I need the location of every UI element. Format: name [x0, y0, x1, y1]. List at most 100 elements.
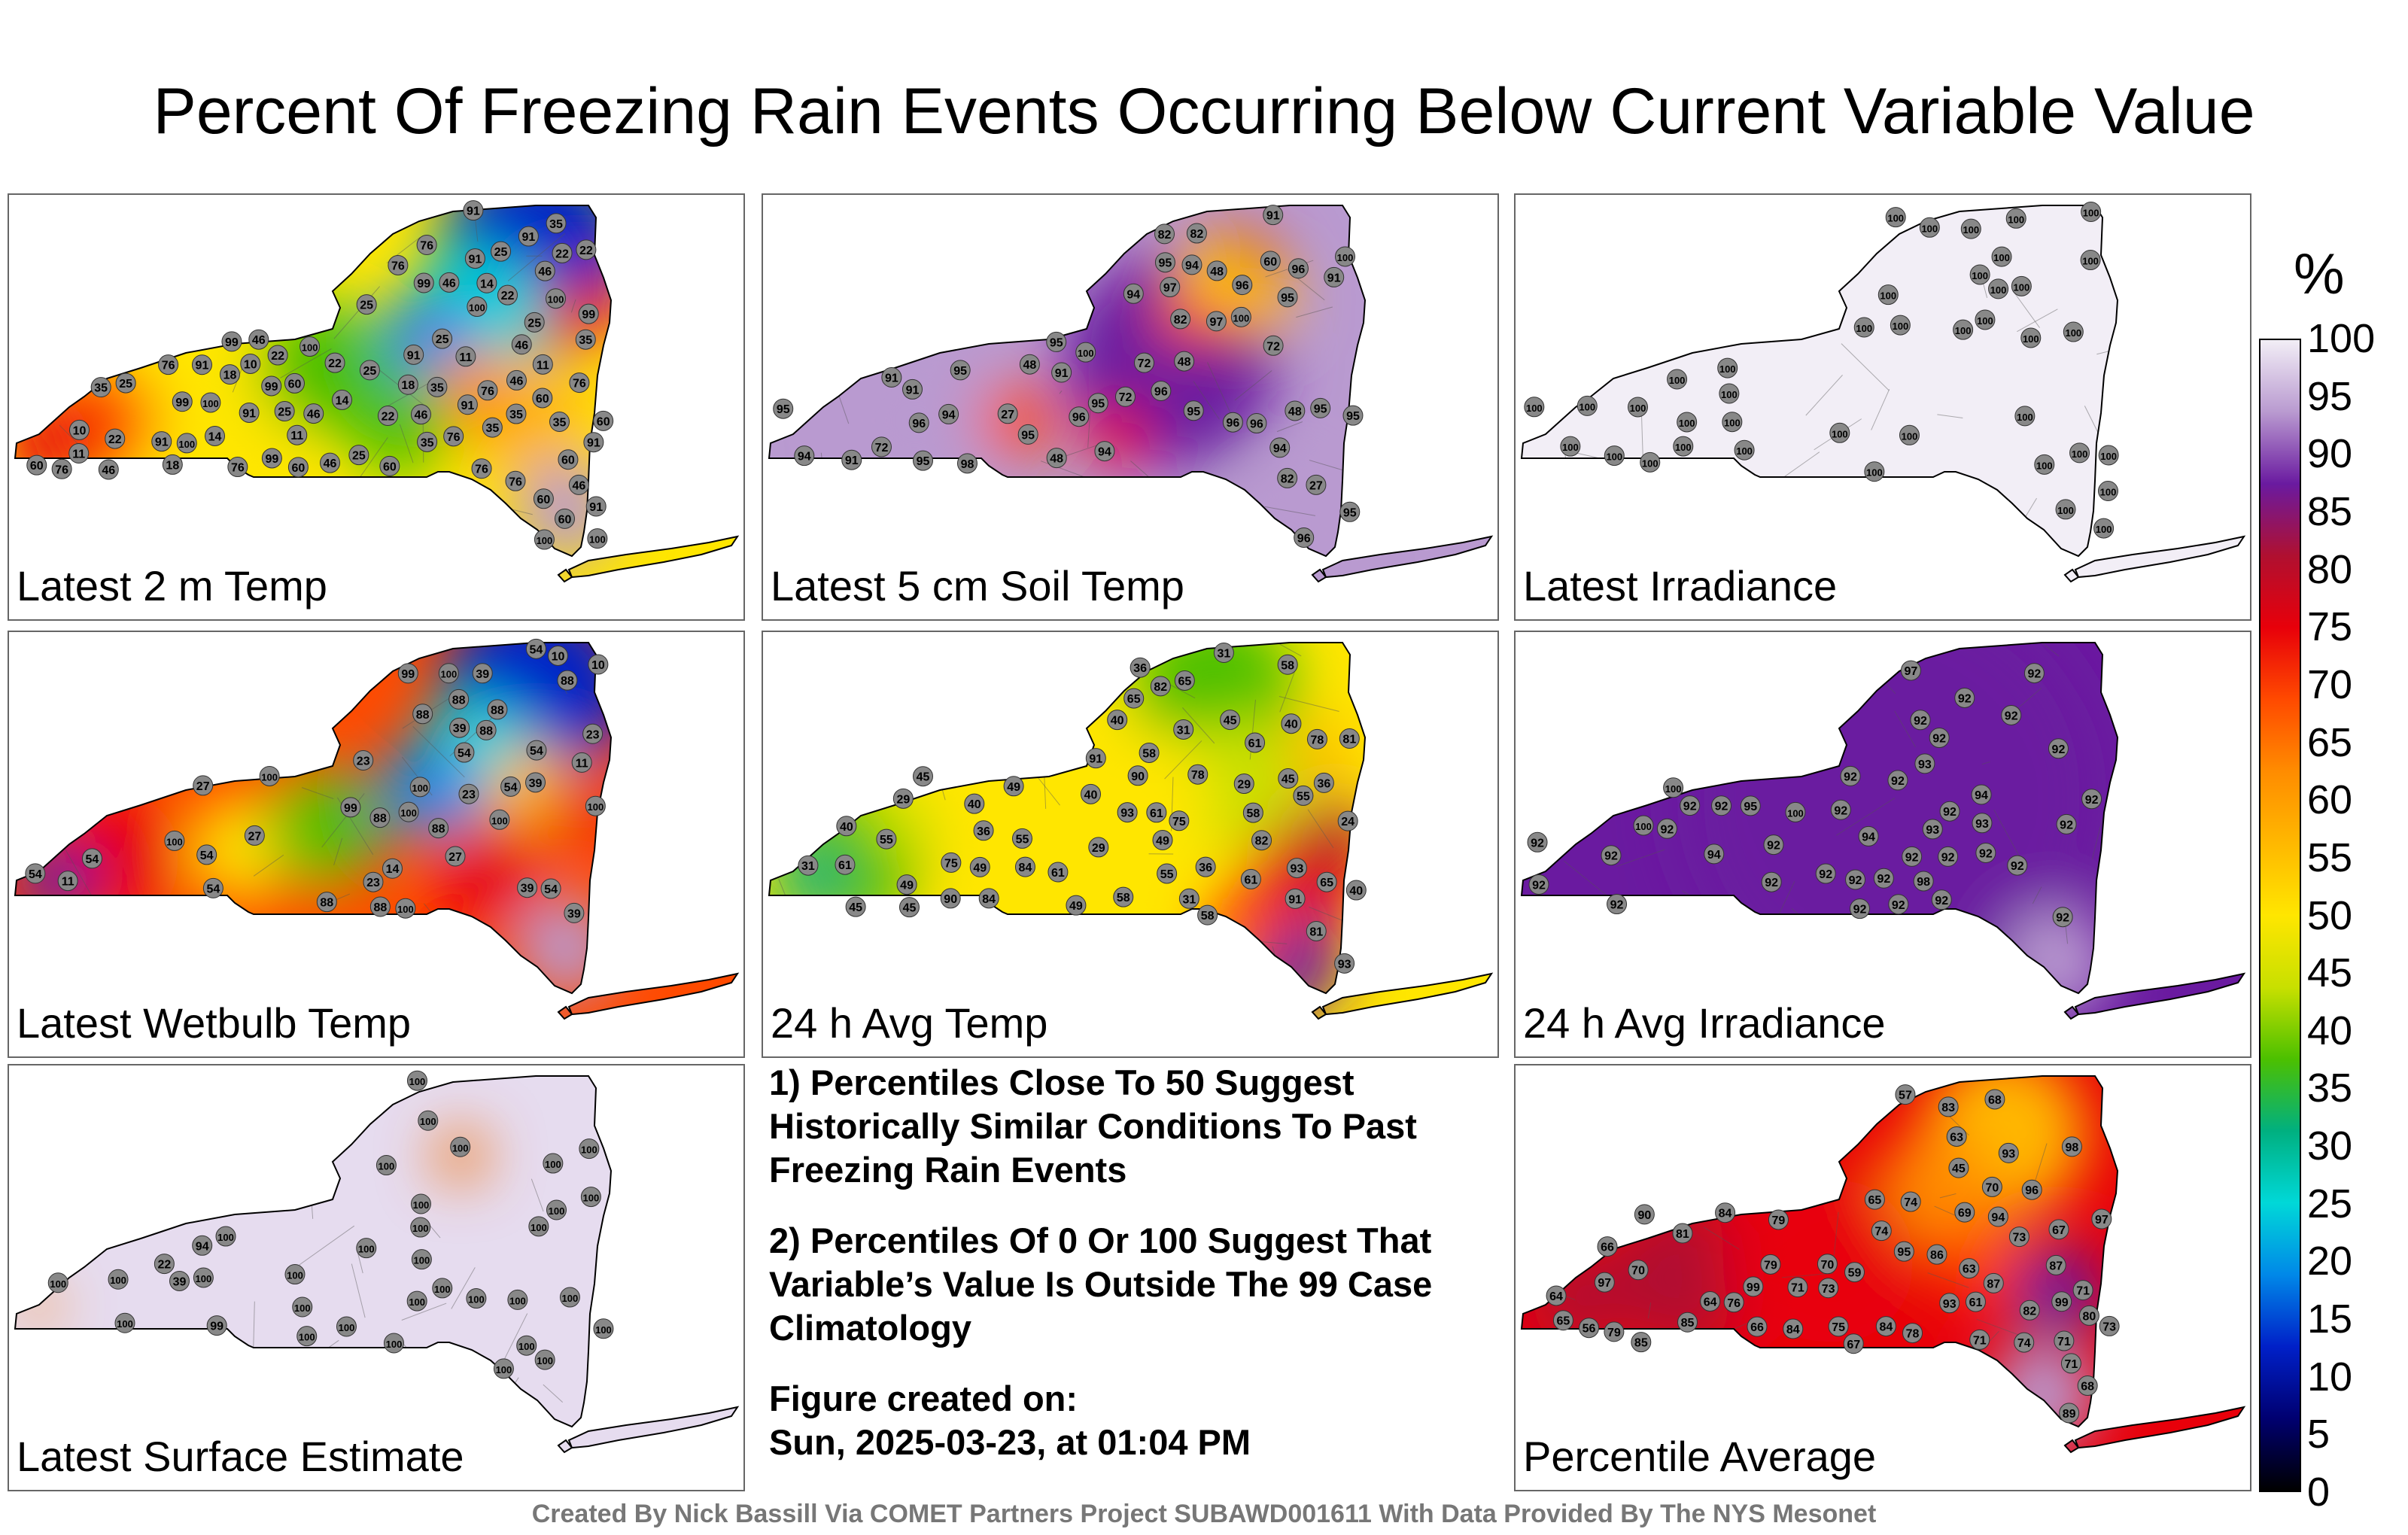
- state-outline: [567, 972, 740, 1016]
- station-value: 65: [1320, 877, 1333, 889]
- station-dot: [1152, 829, 1173, 850]
- station-dot: [546, 213, 567, 234]
- station-dot: [410, 1193, 431, 1214]
- station-dot: [841, 449, 862, 470]
- station-dot: [534, 529, 555, 550]
- station-dot: [1864, 461, 1885, 482]
- station-value: 49: [900, 880, 914, 892]
- station-value: 92: [1844, 771, 1857, 783]
- station-dot: [978, 888, 999, 909]
- station-dot: [388, 254, 409, 275]
- station-value: 98: [2066, 1141, 2079, 1154]
- station-dot: [221, 331, 242, 352]
- station-value: 100: [409, 1296, 425, 1308]
- station-value: 100: [1635, 821, 1652, 832]
- station-value: 81: [1342, 733, 1356, 746]
- station-dot: [1913, 871, 1934, 892]
- station-value: 97: [2095, 1214, 2109, 1226]
- station-value: 100: [452, 1142, 469, 1154]
- station-value: 75: [944, 857, 958, 870]
- station-markers: 1110112514221422221011256018182514112546…: [26, 200, 614, 550]
- station-dot: [1232, 275, 1253, 296]
- station-dot: [1677, 1312, 1698, 1333]
- field-fill: [769, 205, 1491, 582]
- station-value: 22: [579, 245, 593, 257]
- panel-label: 24 h Avg Temp: [771, 999, 1048, 1047]
- station-dot: [418, 1110, 439, 1131]
- station-value: 100: [400, 807, 417, 819]
- station-dot: [2072, 1280, 2093, 1301]
- station-dot: [2048, 738, 2069, 759]
- station-value: 100: [2100, 486, 2117, 497]
- field-blob: [433, 815, 549, 931]
- station-dot: [369, 896, 391, 917]
- station-dot: [506, 403, 527, 424]
- station-value: 100: [468, 1294, 485, 1306]
- station-dot: [274, 401, 295, 422]
- station-dot: [506, 369, 527, 391]
- station-dot: [1628, 1260, 1649, 1281]
- state-outline: [567, 1406, 740, 1449]
- station-dot: [2080, 250, 2101, 271]
- station-value: 100: [1832, 428, 1848, 439]
- map-latest-irradiance: 1001001001001001001001001001001001001001…: [1520, 202, 2246, 583]
- station-value: 61: [1244, 874, 1257, 886]
- station-value: 45: [903, 902, 917, 915]
- station-value: 92: [2028, 668, 2042, 681]
- station-dot: [1840, 765, 1861, 786]
- station-dot: [559, 1287, 580, 1308]
- station-dot: [403, 344, 424, 365]
- station-dot: [491, 241, 512, 262]
- station-dot: [2007, 855, 2028, 876]
- station-dot: [546, 1199, 567, 1220]
- station-dot: [296, 1326, 318, 1347]
- station-value: 100: [1642, 457, 1659, 469]
- station-value: 85: [1681, 1317, 1695, 1330]
- station-value: 92: [1819, 868, 1832, 881]
- station-dot: [1667, 369, 1688, 390]
- station-dot: [1085, 748, 1106, 769]
- station-dot: [1206, 260, 1227, 281]
- station-value: 100: [420, 1116, 436, 1127]
- station-dot: [1222, 412, 1243, 433]
- station-value: 100: [2017, 412, 2033, 423]
- station-value: 25: [119, 378, 132, 391]
- station-value: 95: [917, 455, 930, 468]
- station-dot: [1552, 1310, 1573, 1331]
- station-value: 65: [1127, 693, 1141, 706]
- station-value: 95: [1314, 403, 1327, 415]
- station-value: 76: [1727, 1297, 1741, 1310]
- station-dot: [108, 1269, 129, 1290]
- station-value: 69: [1958, 1207, 1972, 1220]
- station-value: 65: [1557, 1315, 1570, 1328]
- station-dot: [1339, 501, 1361, 522]
- station-value: 99: [225, 336, 239, 349]
- station-dot: [412, 704, 433, 725]
- station-value: 94: [1126, 288, 1140, 301]
- station-dot: [1969, 1329, 1990, 1350]
- station-dot: [1113, 886, 1134, 907]
- station-value: 100: [1736, 445, 1753, 457]
- station-value: 100: [1977, 315, 1993, 327]
- station-dot: [25, 863, 46, 884]
- station-dot: [417, 431, 438, 452]
- station-value: 63: [1950, 1131, 1963, 1144]
- station-value: 100: [496, 1364, 512, 1375]
- station-value: 55: [1016, 833, 1029, 846]
- station-value: 22: [157, 1259, 171, 1272]
- station-value: 71: [2076, 1285, 2090, 1298]
- station-value: 40: [968, 798, 981, 811]
- state-outline: [768, 642, 1367, 995]
- station-value: 92: [1853, 904, 1867, 916]
- station-value: 100: [537, 535, 553, 546]
- station-value: 76: [573, 378, 586, 391]
- station-value: 100: [2072, 448, 2088, 460]
- map-latest-5cm-soil-temp: 95 94 95 91 91 72 82 100 91 72 60 48 94 48 48 27 82 91 94 4…: [768, 205, 1494, 583]
- station-dot: [554, 508, 575, 529]
- station-value: 92: [1767, 840, 1780, 853]
- station-dot: [1195, 856, 1216, 877]
- station-value: 94: [942, 409, 956, 421]
- station-dot: [1069, 406, 1090, 427]
- station-value: 18: [401, 379, 415, 392]
- station-dot: [1922, 819, 1943, 840]
